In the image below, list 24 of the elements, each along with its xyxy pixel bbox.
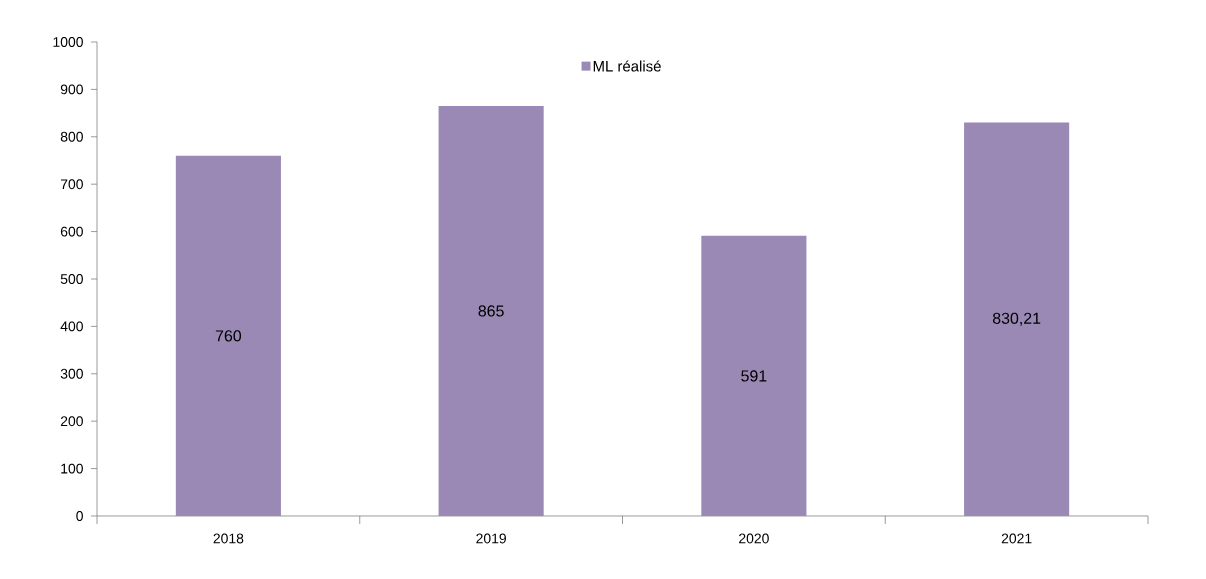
- y-tick-label: 200: [60, 416, 83, 427]
- data-label: 865: [478, 305, 504, 317]
- y-tick-label: 100: [61, 463, 83, 474]
- bar: [701, 235, 807, 516]
- bar: [964, 122, 1070, 516]
- bar: [438, 105, 544, 516]
- data-label: 760: [215, 330, 242, 342]
- bar: [175, 155, 281, 516]
- data-label: 830,21: [992, 312, 1041, 326]
- x-tick-label: 2021: [1001, 533, 1032, 544]
- y-tick-label: 600: [60, 226, 83, 237]
- y-tick-label: 0: [76, 511, 83, 521]
- x-tick-label: 2020: [739, 533, 769, 544]
- y-tick-label: 1000: [53, 37, 83, 47]
- data-label: 591: [741, 370, 767, 382]
- x-tick-label: 2018: [213, 533, 244, 544]
- y-tick-label: 300: [60, 368, 83, 379]
- y-tick-label: 900: [60, 84, 83, 95]
- y-tick-label: 700: [60, 179, 83, 190]
- x-tick-label: 2019: [476, 533, 506, 544]
- y-tick-label: 800: [60, 131, 83, 142]
- y-tick-label: 500: [60, 274, 83, 284]
- legend-label: ML réalisé: [593, 60, 661, 72]
- y-tick-label: 400: [60, 321, 83, 332]
